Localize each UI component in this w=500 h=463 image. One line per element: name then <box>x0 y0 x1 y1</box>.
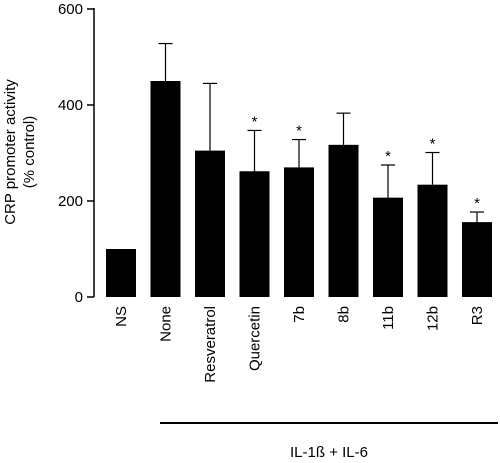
significance-marker: * <box>385 148 391 165</box>
x-tick-labels: NS None Resveratrol Quercetin 7b 8b 11b 12b R3 <box>113 306 486 383</box>
y-axis-label-line1: CRP promoter activity <box>2 79 19 225</box>
group-label: IL-1ß + IL-6 <box>290 444 368 461</box>
significance-marker: * <box>474 195 480 212</box>
x-tick-label: 8b <box>336 306 353 323</box>
significance-marker: * <box>252 113 258 130</box>
x-tick-label: 11b <box>380 306 397 330</box>
x-tick-label: NS <box>113 306 130 327</box>
y-tick-label: 600 <box>58 1 83 18</box>
y-tick-label: 400 <box>58 97 83 114</box>
bar <box>373 197 403 297</box>
y-axis-ticks: 0 200 400 600 <box>58 1 94 306</box>
bar <box>462 222 492 297</box>
x-tick-label: Quercetin <box>247 306 264 371</box>
bar <box>150 81 181 297</box>
bars: * * * * * <box>106 42 492 297</box>
bar <box>328 144 359 297</box>
x-tick-label: None <box>158 306 175 342</box>
y-tick-label: 200 <box>58 193 83 210</box>
x-tick-label: 12b <box>425 306 442 331</box>
y-axis-label-line2: (% control) <box>21 116 38 189</box>
y-tick-label: 0 <box>75 289 83 306</box>
x-tick-label: Resveratrol <box>202 306 219 383</box>
x-tick-label: R3 <box>469 306 486 325</box>
significance-marker: * <box>430 136 436 153</box>
bar <box>284 167 314 297</box>
significance-marker: * <box>296 123 302 140</box>
bar <box>195 150 225 297</box>
bar <box>239 171 270 297</box>
bar <box>417 184 448 297</box>
x-tick-label: 7b <box>291 306 308 323</box>
bar <box>106 249 136 297</box>
